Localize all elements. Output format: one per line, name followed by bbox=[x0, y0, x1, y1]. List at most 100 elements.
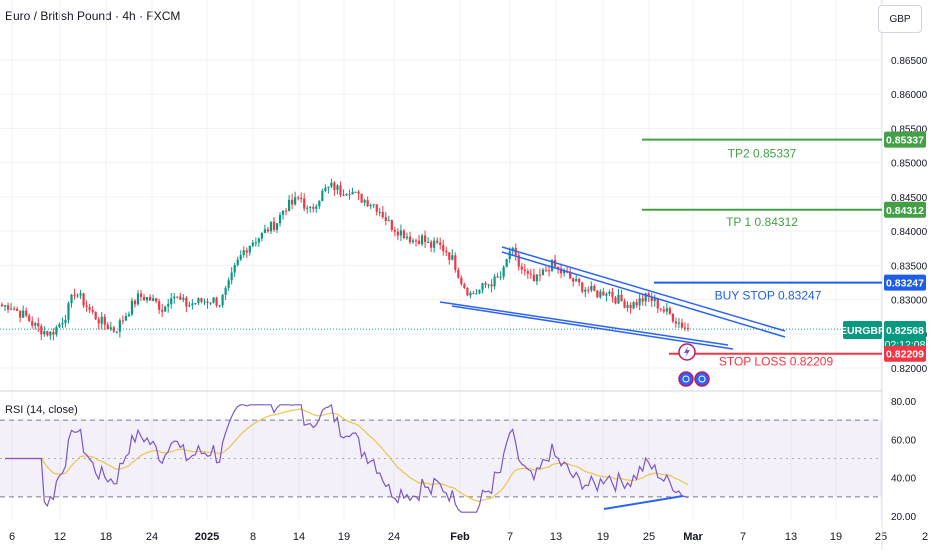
candle-body bbox=[79, 293, 82, 296]
buy-stop-level[interactable]: BUY STOP 0.83247 bbox=[654, 281, 882, 303]
price-tick-label: 0.85500 bbox=[891, 124, 928, 135]
symbol-tag: EURGBP bbox=[840, 321, 885, 339]
candle-body bbox=[291, 199, 294, 205]
price-axis[interactable]: 0.86500 0.86000 0.85500 0.85000 0.84500 0.840… bbox=[0, 56, 928, 375]
candle-body bbox=[97, 319, 100, 324]
wedge-upper-line-a[interactable] bbox=[501, 246, 786, 332]
candle-body bbox=[457, 269, 460, 278]
candle-body bbox=[0, 304, 4, 307]
wedge-lower-line-b[interactable] bbox=[451, 305, 734, 350]
candle-body bbox=[381, 211, 384, 218]
time-tick-label: 19 bbox=[338, 531, 350, 543]
candle-body bbox=[517, 255, 520, 267]
candle-body bbox=[454, 255, 457, 270]
svg-text:0.85337: 0.85337 bbox=[886, 135, 924, 147]
candle-body bbox=[76, 295, 79, 297]
candle-body bbox=[40, 326, 43, 335]
candle-body bbox=[218, 305, 221, 307]
candle-body bbox=[37, 323, 40, 327]
candle-body bbox=[227, 280, 230, 288]
wedge-lower-line-a[interactable] bbox=[439, 301, 729, 346]
candle-body bbox=[605, 293, 608, 296]
candle-body bbox=[28, 315, 31, 321]
candle-body bbox=[94, 311, 97, 320]
candle-body bbox=[490, 284, 493, 287]
candle-body bbox=[378, 211, 381, 213]
rsi-divergence-line[interactable] bbox=[603, 495, 684, 510]
candle-body bbox=[674, 321, 678, 324]
candle-body bbox=[499, 276, 502, 278]
currency-button[interactable]: GBP bbox=[878, 5, 922, 33]
candle-body bbox=[239, 255, 242, 260]
candle-body bbox=[366, 200, 369, 207]
stop-loss-level[interactable]: STOP LOSS 0.82209 bbox=[669, 352, 882, 369]
rsi-axis[interactable]: 80.00 60.00 40.00 20.00 bbox=[891, 397, 916, 523]
rsi-tick-label: 60.00 bbox=[891, 435, 916, 446]
candle-body bbox=[345, 194, 348, 196]
tp1-level[interactable]: TP 1 0.84312 bbox=[642, 208, 882, 229]
candle-body bbox=[414, 240, 418, 242]
candle-body bbox=[354, 191, 357, 193]
price-tick-label: 0.85000 bbox=[891, 159, 928, 170]
rsi-tick-label: 20.00 bbox=[891, 512, 916, 523]
candle-body bbox=[284, 210, 288, 212]
candle-body bbox=[115, 331, 118, 333]
candle-body bbox=[478, 289, 481, 294]
candle-body bbox=[430, 241, 433, 248]
candle-body bbox=[677, 322, 681, 324]
candle-body bbox=[538, 274, 542, 276]
candle-body bbox=[67, 303, 70, 320]
candle-body bbox=[638, 298, 641, 306]
candle-body bbox=[653, 298, 656, 302]
candle-body bbox=[617, 294, 620, 304]
candle-body bbox=[275, 223, 279, 230]
candle-body bbox=[442, 244, 445, 252]
candle-body bbox=[297, 197, 300, 199]
wedge-upper-line-b[interactable] bbox=[501, 251, 786, 338]
time-tick-label: 24 bbox=[388, 531, 400, 543]
candle-body bbox=[55, 327, 58, 335]
candle-body bbox=[623, 301, 626, 308]
candle-body bbox=[191, 303, 194, 306]
candle-body bbox=[224, 287, 227, 295]
candle-body bbox=[339, 185, 342, 195]
buy-stop-label: BUY STOP 0.83247 bbox=[715, 289, 822, 303]
candle-body bbox=[357, 191, 360, 194]
candle-body bbox=[541, 269, 545, 276]
candle-body bbox=[508, 251, 511, 260]
candle-body bbox=[393, 229, 396, 232]
price-tick-label: 0.83500 bbox=[891, 261, 928, 272]
candle-body bbox=[16, 309, 19, 311]
tp2-level[interactable]: TP2 0.85337 bbox=[642, 138, 882, 161]
time-tick-label: 12 bbox=[54, 531, 66, 543]
candle-body bbox=[91, 309, 94, 312]
candle-body bbox=[526, 271, 529, 274]
candle-body bbox=[596, 290, 599, 298]
candle-body bbox=[266, 229, 270, 232]
candle-body bbox=[333, 182, 336, 190]
rsi-pane[interactable]: RSI (14, close) 80.00 60.00 40.00 20.00 bbox=[0, 397, 916, 523]
candle-body bbox=[656, 298, 659, 309]
candle-body bbox=[121, 320, 124, 322]
candle-body bbox=[348, 194, 351, 196]
candle-body bbox=[451, 255, 454, 260]
earnings-event-icon-1[interactable] bbox=[678, 371, 694, 387]
candle-body bbox=[484, 283, 487, 285]
candle-body bbox=[327, 186, 330, 188]
candle-body bbox=[532, 274, 535, 282]
event-dot-icon bbox=[698, 375, 706, 383]
event-markers[interactable] bbox=[678, 343, 710, 387]
candle-body bbox=[535, 274, 538, 282]
earnings-event-icon-2[interactable] bbox=[694, 371, 710, 387]
price-tick-label: 0.82000 bbox=[891, 364, 928, 375]
falling-wedge[interactable] bbox=[439, 246, 786, 350]
symbol-label: EURGBP bbox=[840, 325, 885, 337]
candle-body bbox=[269, 221, 273, 232]
candle-body bbox=[215, 297, 218, 306]
candle-body bbox=[556, 266, 560, 269]
candle-body bbox=[686, 328, 690, 330]
candle-body bbox=[306, 207, 309, 209]
time-tick-label: Feb bbox=[450, 531, 470, 543]
candle-body bbox=[22, 310, 25, 318]
